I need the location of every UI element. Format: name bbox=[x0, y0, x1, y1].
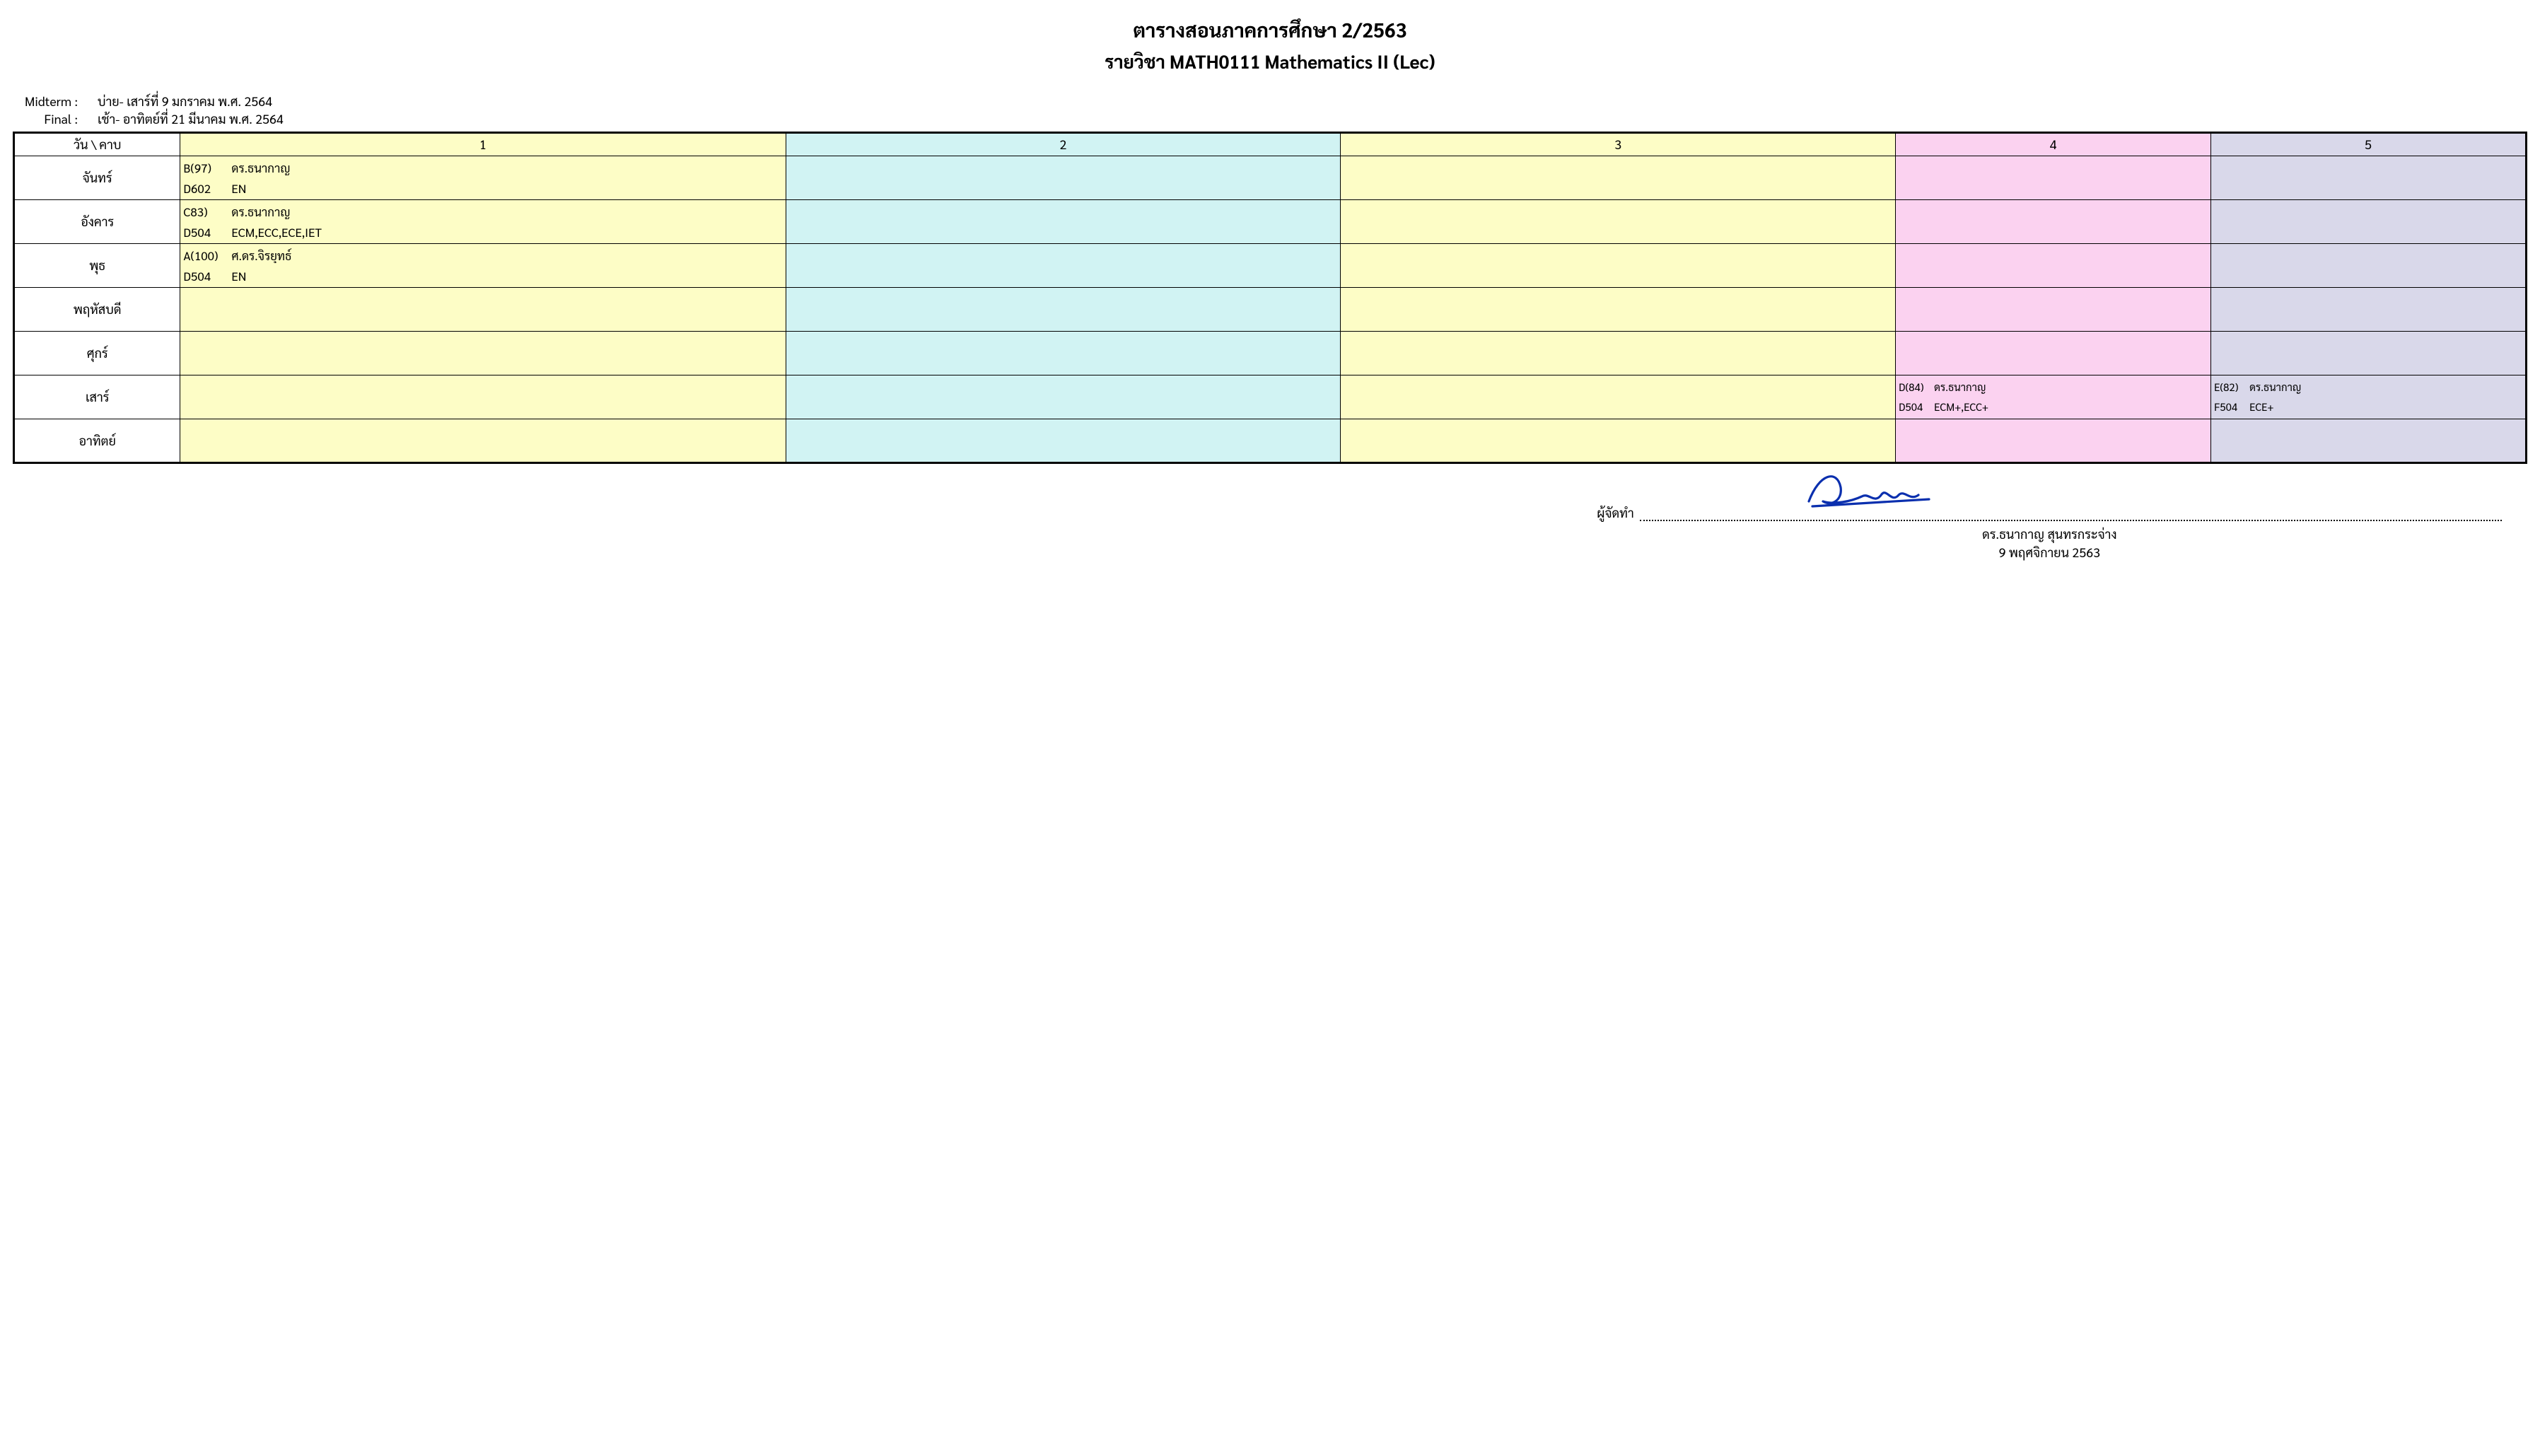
page-title: ตารางสอนภาคการศึกษา 2/2563 bbox=[13, 17, 2527, 42]
cell-thu-3 bbox=[1341, 288, 1896, 332]
cell-fri-3 bbox=[1341, 332, 1896, 375]
cell-room: D504 bbox=[1899, 400, 1930, 414]
cell-wed-4 bbox=[1896, 244, 2211, 288]
cell-sat-4: D(84) ดร.ธนากาญ D504 ECM+,ECC+ bbox=[1896, 375, 2211, 419]
cell-tue-5 bbox=[2211, 200, 2527, 244]
day-wed: พุธ bbox=[14, 244, 180, 288]
day-sun: อาทิตย์ bbox=[14, 419, 180, 463]
period-header-3: 3 bbox=[1341, 133, 1896, 156]
day-sat: เสาร์ bbox=[14, 375, 180, 419]
day-mon: จันทร์ bbox=[14, 156, 180, 200]
cell-sat-3 bbox=[1341, 375, 1896, 419]
cell-tue-4 bbox=[1896, 200, 2211, 244]
cell-thu-4 bbox=[1896, 288, 2211, 332]
cell-instructor: ดร.ธนากาญ bbox=[231, 160, 782, 175]
final-label: Final : bbox=[13, 111, 98, 127]
period-header-1: 1 bbox=[180, 133, 786, 156]
day-tue: อังคาร bbox=[14, 200, 180, 244]
page-subtitle: รายวิชา MATH0111 Mathematics II (Lec) bbox=[13, 49, 2527, 74]
footer: ผู้จัดทำ ดร.ธนากาญ สุนทรกระจ่าง 9 พฤศจิก… bbox=[13, 471, 2527, 577]
cell-room: D602 bbox=[183, 180, 224, 196]
cell-programs: ECE+ bbox=[2249, 400, 2522, 414]
cell-wed-5 bbox=[2211, 244, 2527, 288]
cell-thu-2 bbox=[786, 288, 1341, 332]
cell-sun-4 bbox=[1896, 419, 2211, 463]
day-thu: พฤหัสบดี bbox=[14, 288, 180, 332]
cell-mon-1: B(97) ดร.ธนากาญ D602 EN bbox=[180, 156, 786, 200]
cell-sun-5 bbox=[2211, 419, 2527, 463]
cell-sun-1 bbox=[180, 419, 786, 463]
exam-info: Midterm : บ่าย- เสาร์ที่ 9 มกราคม พ.ศ. 2… bbox=[13, 93, 2527, 127]
cell-code: D(84) bbox=[1899, 380, 1930, 394]
cell-room: F504 bbox=[2214, 400, 2245, 414]
day-fri: ศุกร์ bbox=[14, 332, 180, 375]
cell-tue-1: C83) ดร.ธนากาญ D504 ECM,ECC,ECE,IET bbox=[180, 200, 786, 244]
cell-code: B(97) bbox=[183, 160, 224, 175]
cell-programs: EN bbox=[231, 268, 782, 284]
cell-programs: ECM,ECC,ECE,IET bbox=[231, 224, 782, 240]
cell-mon-5 bbox=[2211, 156, 2527, 200]
cell-instructor: ดร.ธนากาญ bbox=[231, 204, 782, 219]
prepared-by-label: ผู้จัดทำ bbox=[1597, 505, 1633, 521]
cell-thu-1 bbox=[180, 288, 786, 332]
cell-sat-5: E(82) ดร.ธนากาญ F504 ECE+ bbox=[2211, 375, 2527, 419]
cell-mon-4 bbox=[1896, 156, 2211, 200]
signer-name: ดร.ธนากาญ สุนทรกระจ่าง bbox=[1597, 526, 2502, 542]
period-header-2: 2 bbox=[786, 133, 1341, 156]
cell-room: D504 bbox=[183, 268, 224, 284]
period-header-4: 4 bbox=[1896, 133, 2211, 156]
table-row: ศุกร์ bbox=[14, 332, 2527, 375]
cell-thu-5 bbox=[2211, 288, 2527, 332]
signature-line bbox=[1640, 508, 2503, 521]
cell-fri-1 bbox=[180, 332, 786, 375]
cell-fri-2 bbox=[786, 332, 1341, 375]
table-row: เสาร์ D(84) ดร.ธนากาญ D504 ECM+,ECC+ E(8… bbox=[14, 375, 2527, 419]
signature-date: 9 พฤศจิกายน 2563 bbox=[1597, 544, 2502, 561]
cell-tue-3 bbox=[1341, 200, 1896, 244]
midterm-value: บ่าย- เสาร์ที่ 9 มกราคม พ.ศ. 2564 bbox=[98, 93, 2527, 110]
cell-tue-2 bbox=[786, 200, 1341, 244]
cell-code: C83) bbox=[183, 204, 224, 219]
cell-fri-4 bbox=[1896, 332, 2211, 375]
final-value: เช้า- อาทิตย์ที่ 21 มีนาคม พ.ศ. 2564 bbox=[98, 111, 2527, 127]
cell-sat-1 bbox=[180, 375, 786, 419]
table-row: อังคาร C83) ดร.ธนากาญ D504 ECM,ECC,ECE,I… bbox=[14, 200, 2527, 244]
table-row: อาทิตย์ bbox=[14, 419, 2527, 463]
midterm-label: Midterm : bbox=[13, 93, 98, 110]
cell-sat-2 bbox=[786, 375, 1341, 419]
cell-mon-3 bbox=[1341, 156, 1896, 200]
signature-path bbox=[1809, 477, 1929, 506]
cell-wed-1: A(100) ศ.ดร.จิรยุทธ์ D504 EN bbox=[180, 244, 786, 288]
schedule-table: วัน \ คาบ 1 2 3 4 5 จันทร์ B(97) ดร.ธนาก… bbox=[13, 132, 2527, 464]
table-header-row: วัน \ คาบ 1 2 3 4 5 bbox=[14, 133, 2527, 156]
table-row: พฤหัสบดี bbox=[14, 288, 2527, 332]
cell-instructor: ศ.ดร.จิรยุทธ์ bbox=[231, 247, 782, 263]
cell-wed-2 bbox=[786, 244, 1341, 288]
cell-mon-2 bbox=[786, 156, 1341, 200]
cell-programs: EN bbox=[231, 180, 782, 196]
cell-sun-2 bbox=[786, 419, 1341, 463]
cell-wed-3 bbox=[1341, 244, 1896, 288]
cell-instructor: ดร.ธนากาญ bbox=[1934, 380, 2208, 394]
cell-code: A(100) bbox=[183, 247, 224, 263]
cell-instructor: ดร.ธนากาญ bbox=[2249, 380, 2522, 394]
cell-fri-5 bbox=[2211, 332, 2527, 375]
cell-room: D504 bbox=[183, 224, 224, 240]
cell-programs: ECM+,ECC+ bbox=[1934, 400, 2208, 414]
cell-sun-3 bbox=[1341, 419, 1896, 463]
corner-cell: วัน \ คาบ bbox=[14, 133, 180, 156]
period-header-5: 5 bbox=[2211, 133, 2527, 156]
cell-code: E(82) bbox=[2214, 380, 2245, 394]
table-row: พุธ A(100) ศ.ดร.จิรยุทธ์ D504 EN bbox=[14, 244, 2527, 288]
table-row: จันทร์ B(97) ดร.ธนากาญ D602 EN bbox=[14, 156, 2527, 200]
